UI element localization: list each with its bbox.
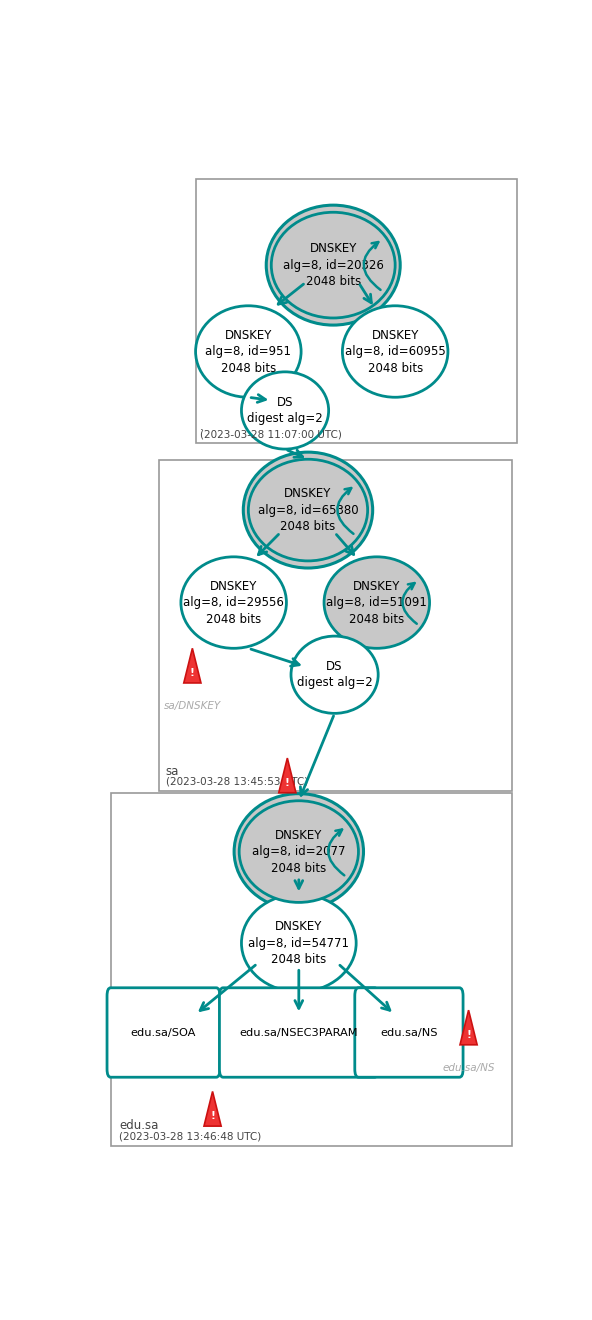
Text: DS
digest alg=2: DS digest alg=2: [247, 396, 323, 425]
Ellipse shape: [234, 793, 363, 909]
Polygon shape: [279, 758, 296, 793]
Text: .: .: [200, 420, 204, 433]
Text: !: !: [210, 1111, 215, 1122]
Text: sa: sa: [166, 766, 179, 779]
Text: edu.sa/NSEC3PARAM: edu.sa/NSEC3PARAM: [240, 1027, 358, 1038]
Text: DNSKEY
alg=8, id=51091
2048 bits: DNSKEY alg=8, id=51091 2048 bits: [326, 579, 427, 626]
Text: DNSKEY
alg=8, id=65380
2048 bits: DNSKEY alg=8, id=65380 2048 bits: [258, 487, 358, 533]
Ellipse shape: [291, 636, 378, 713]
Text: DS
digest alg=2: DS digest alg=2: [297, 660, 372, 689]
Ellipse shape: [239, 801, 359, 903]
Polygon shape: [204, 1092, 221, 1126]
Text: (2023-03-28 13:46:48 UTC): (2023-03-28 13:46:48 UTC): [119, 1131, 261, 1142]
Text: DNSKEY
alg=8, id=60955
2048 bits: DNSKEY alg=8, id=60955 2048 bits: [345, 329, 446, 375]
Text: !: !: [190, 668, 195, 678]
FancyBboxPatch shape: [111, 792, 512, 1146]
Text: (2023-03-28 11:07:00 UTC): (2023-03-28 11:07:00 UTC): [200, 430, 342, 440]
FancyBboxPatch shape: [159, 461, 512, 791]
Text: DNSKEY
alg=8, id=2077
2048 bits: DNSKEY alg=8, id=2077 2048 bits: [252, 829, 346, 875]
Text: DNSKEY
alg=8, id=951
2048 bits: DNSKEY alg=8, id=951 2048 bits: [205, 329, 291, 375]
Ellipse shape: [266, 205, 400, 325]
Ellipse shape: [242, 894, 356, 991]
Text: (2023-03-28 13:45:53 UTC): (2023-03-28 13:45:53 UTC): [166, 776, 308, 787]
FancyBboxPatch shape: [107, 987, 220, 1077]
Text: DNSKEY
alg=8, id=54771
2048 bits: DNSKEY alg=8, id=54771 2048 bits: [248, 920, 349, 966]
FancyBboxPatch shape: [195, 178, 517, 444]
Ellipse shape: [181, 557, 287, 648]
Ellipse shape: [195, 306, 301, 397]
Ellipse shape: [242, 372, 329, 449]
Text: !: !: [285, 777, 289, 788]
Text: DNSKEY
alg=8, id=29556
2048 bits: DNSKEY alg=8, id=29556 2048 bits: [184, 579, 284, 626]
Text: edu.sa/SOA: edu.sa/SOA: [131, 1027, 196, 1038]
Ellipse shape: [243, 453, 373, 568]
Text: DNSKEY
alg=8, id=20326
2048 bits: DNSKEY alg=8, id=20326 2048 bits: [283, 242, 384, 288]
Ellipse shape: [271, 213, 395, 318]
Ellipse shape: [249, 459, 368, 561]
Text: sa/DNSKEY: sa/DNSKEY: [164, 701, 221, 711]
FancyBboxPatch shape: [220, 987, 378, 1077]
Text: edu.sa: edu.sa: [119, 1119, 158, 1133]
Text: !: !: [466, 1030, 471, 1040]
Text: edu.sa/NS: edu.sa/NS: [442, 1063, 495, 1073]
Ellipse shape: [342, 306, 448, 397]
Text: edu.sa/NS: edu.sa/NS: [380, 1027, 437, 1038]
Ellipse shape: [324, 557, 430, 648]
Polygon shape: [184, 648, 201, 682]
FancyBboxPatch shape: [355, 987, 463, 1077]
Polygon shape: [460, 1010, 477, 1045]
